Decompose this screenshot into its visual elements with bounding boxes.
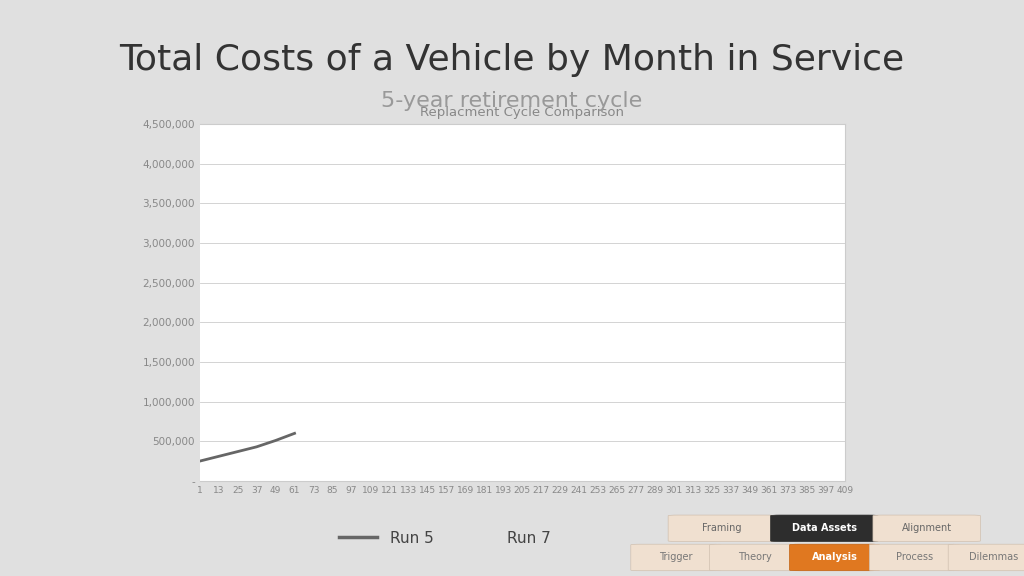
FancyBboxPatch shape: [710, 544, 800, 571]
Text: Process: Process: [896, 552, 933, 562]
Text: Analysis: Analysis: [812, 552, 857, 562]
Title: Replacment Cycle Comparison: Replacment Cycle Comparison: [420, 105, 625, 119]
FancyBboxPatch shape: [948, 544, 1024, 571]
Text: Trigger: Trigger: [659, 552, 692, 562]
Text: 5-year retirement cycle: 5-year retirement cycle: [381, 91, 643, 111]
Text: Alignment: Alignment: [902, 524, 951, 533]
Text: Theory: Theory: [738, 552, 771, 562]
FancyBboxPatch shape: [790, 544, 880, 571]
FancyBboxPatch shape: [869, 544, 959, 571]
FancyBboxPatch shape: [631, 544, 721, 571]
Text: Dilemmas: Dilemmas: [969, 552, 1018, 562]
FancyBboxPatch shape: [771, 515, 879, 541]
Legend: Run 5, Run 7: Run 5, Run 7: [333, 525, 557, 552]
Text: Data Assets: Data Assets: [792, 524, 857, 533]
Text: Total Costs of a Vehicle by Month in Service: Total Costs of a Vehicle by Month in Ser…: [120, 43, 904, 78]
FancyBboxPatch shape: [872, 515, 981, 541]
FancyBboxPatch shape: [668, 515, 776, 541]
Text: Framing: Framing: [702, 524, 741, 533]
